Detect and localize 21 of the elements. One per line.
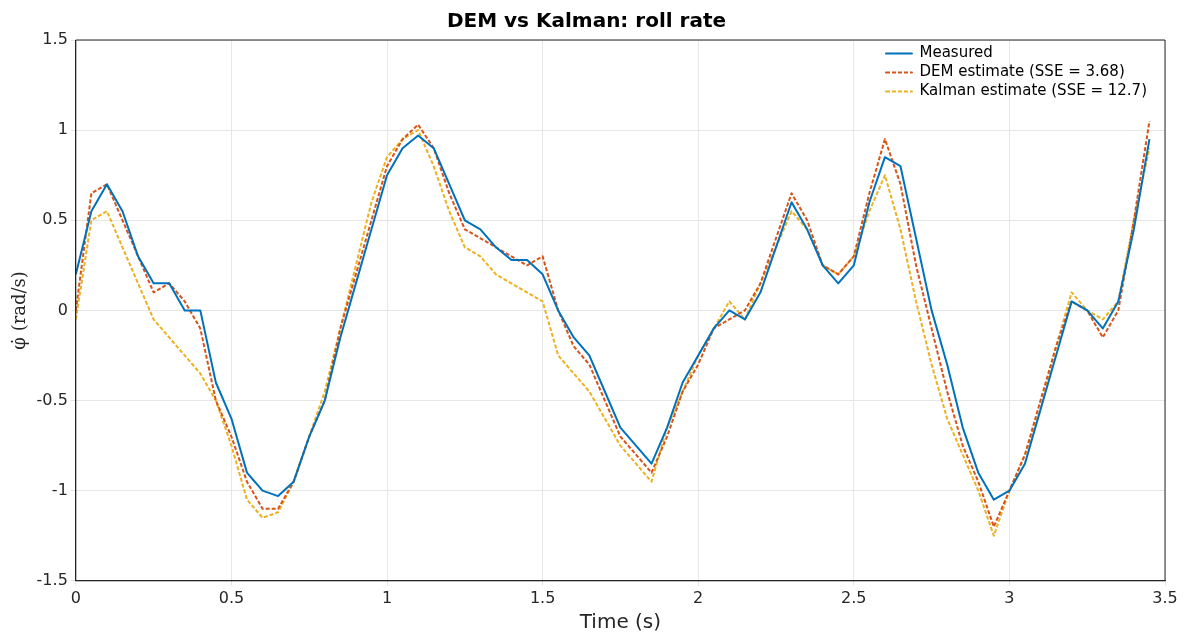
chart-title: DEM vs Kalman: roll rate — [446, 8, 727, 33]
x-tick-label: 3.5 — [1152, 587, 1178, 607]
y-tick-label: 1.5 — [42, 29, 68, 49]
y-tick-label: -1.5 — [36, 569, 68, 589]
y-tick-label: -1 — [51, 479, 68, 499]
x-tick-label: 2 — [693, 587, 704, 607]
y-tick-label: 1 — [57, 119, 68, 139]
legend-label: Kalman estimate (SSE = 12.7) — [919, 81, 1147, 100]
y-tick-label: 0.5 — [42, 209, 68, 229]
legend-label: Measured — [919, 43, 993, 62]
x-tick-label: 2.5 — [841, 587, 867, 607]
x-tick-label: 1.5 — [529, 587, 556, 607]
legend-label: DEM estimate (SSE = 3.68) — [919, 62, 1125, 81]
y-tick-label: 0 — [57, 299, 68, 319]
x-tick-label: 0.5 — [218, 587, 245, 607]
x-tick-label: 0 — [70, 587, 81, 607]
y-tick-label: -0.5 — [36, 389, 68, 409]
x-axis-title: Time (s) — [578, 609, 662, 634]
x-tick-label: 1 — [381, 587, 393, 607]
y-axis-title: φ̇ (rad/s) — [8, 271, 30, 350]
x-tick-label: 3 — [1004, 587, 1015, 607]
